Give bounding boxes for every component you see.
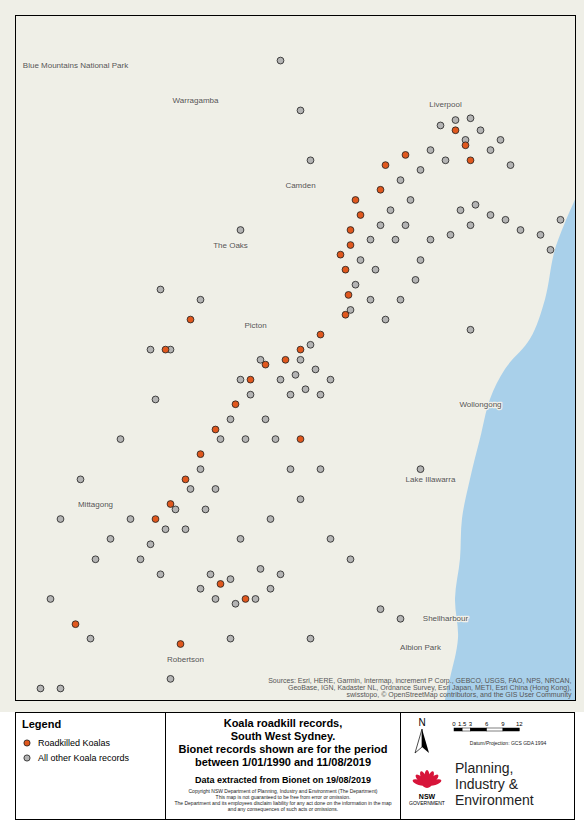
svg-text:9: 9 <box>501 721 505 727</box>
svg-text:3: 3 <box>469 721 473 727</box>
svg-text:Camden: Camden <box>285 181 315 190</box>
svg-text:N: N <box>418 717 425 728</box>
svg-text:6: 6 <box>485 721 489 727</box>
svg-text:1.5: 1.5 <box>458 721 467 727</box>
svg-text:Mittagong: Mittagong <box>78 500 113 509</box>
svg-text:0: 0 <box>452 721 456 727</box>
svg-text:12: 12 <box>516 721 523 727</box>
svg-text:Blue Mountains National Park: Blue Mountains National Park <box>23 61 129 70</box>
svg-text:Sources: Esri, HERE, Garmin, I: Sources: Esri, HERE, Garmin, Intermap, i… <box>268 677 572 699</box>
svg-text:Albion Park: Albion Park <box>400 643 442 652</box>
svg-text:Warragamba: Warragamba <box>173 96 219 105</box>
svg-text:Shellharbour: Shellharbour <box>423 614 469 623</box>
svg-text:Liverpool: Liverpool <box>429 100 462 109</box>
svg-text:The Oaks: The Oaks <box>213 241 248 250</box>
svg-text:Picton: Picton <box>244 321 266 330</box>
svg-text:Lake Illawarra: Lake Illawarra <box>406 475 456 484</box>
svg-text:Robertson: Robertson <box>167 655 204 664</box>
svg-text:Wollongong: Wollongong <box>459 400 501 409</box>
